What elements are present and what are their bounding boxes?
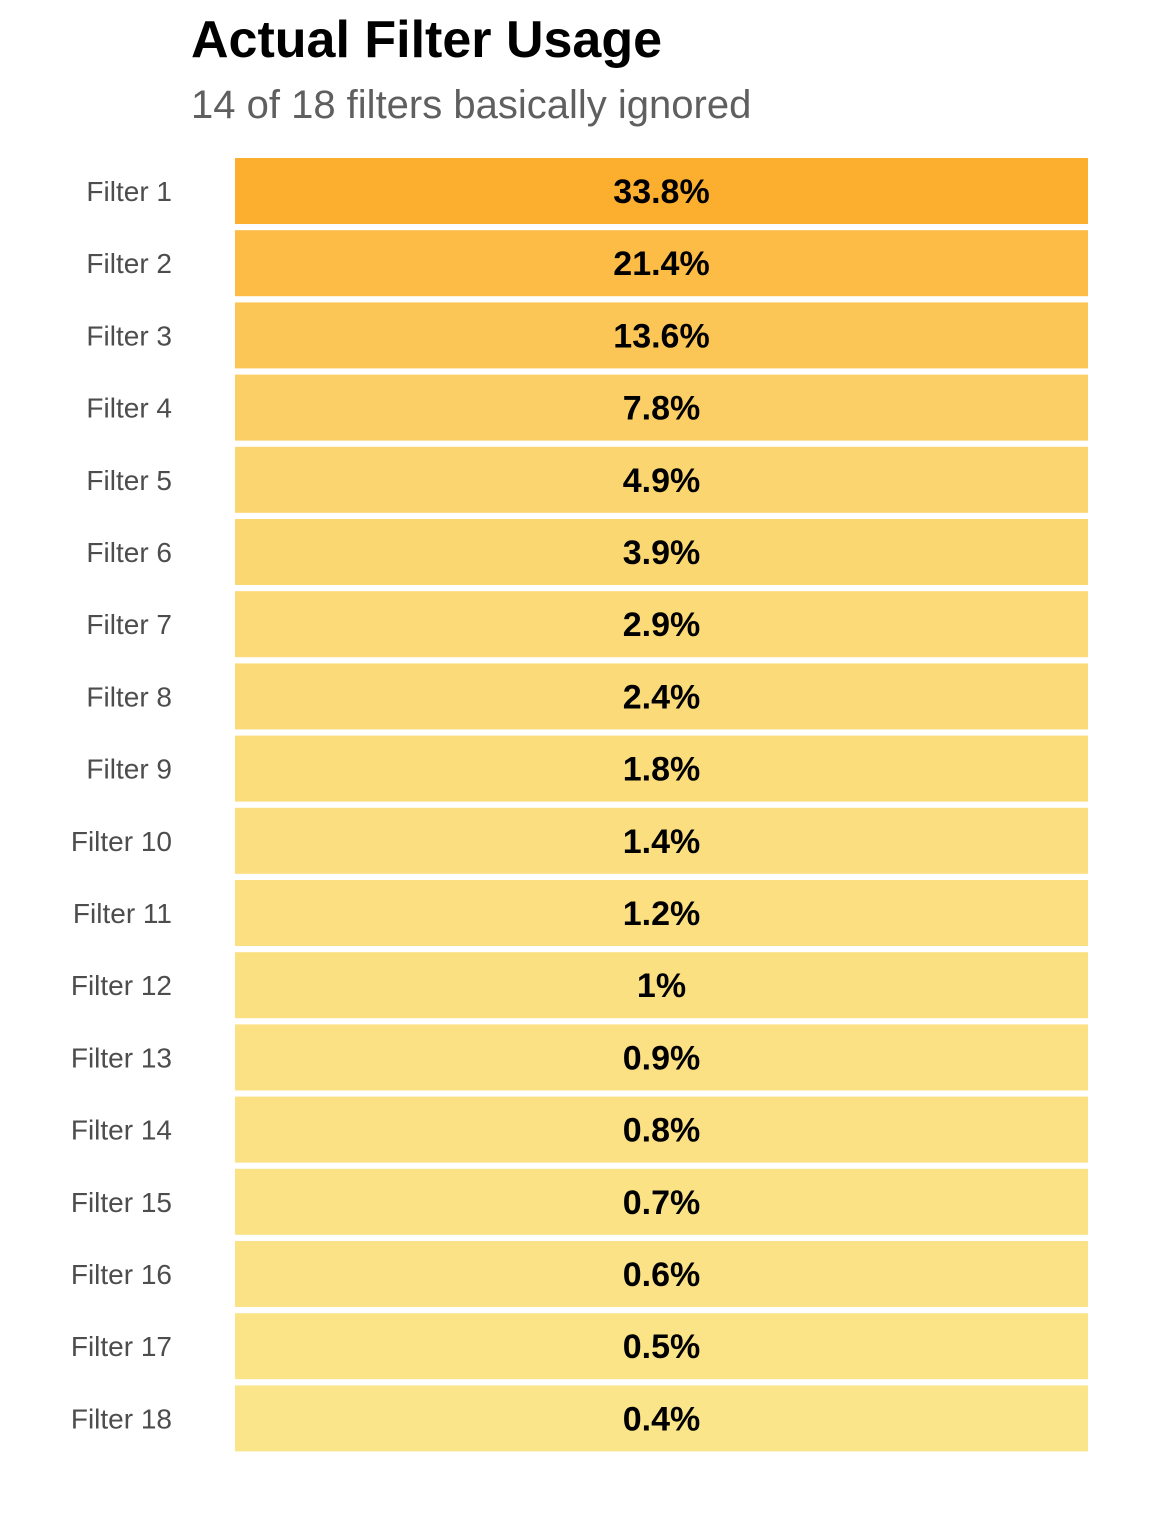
row-label: Filter 9 [86,754,172,785]
row-label: Filter 12 [71,970,172,1001]
chart-subtitle: 14 of 18 filters basically ignored [191,83,752,127]
cell-value-label: 7.8% [623,390,701,428]
cell-value-label: 2.4% [623,678,701,716]
cell-value-label: 0.5% [623,1328,701,1366]
cell-value-label: 1.8% [623,751,701,789]
cell-value-label: 0.8% [623,1112,701,1150]
row-label: Filter 8 [86,681,172,712]
heatmap-cell [235,880,1088,946]
heatmap-cell [235,1024,1088,1091]
cell-value-label: 3.9% [623,534,701,572]
heatmap-cell [235,735,1088,802]
cell-value-label: 2.9% [623,606,701,644]
row-label: Filter 4 [86,393,172,424]
heatmap-cell [235,158,1088,224]
cell-value-label: 0.4% [623,1400,701,1438]
heatmap-cell [235,1313,1088,1380]
row-label: Filter 6 [86,537,172,568]
heatmap-cell [235,807,1088,874]
chart-title: Actual Filter Usage [191,11,663,69]
cell-value-label: 0.6% [623,1256,701,1294]
row-label: Filter 17 [71,1331,172,1362]
heatmap-cell [235,591,1088,658]
heatmap-cell [235,1096,1088,1163]
cell-value-label: 21.4% [613,245,709,283]
row-label: Filter 11 [73,898,172,929]
heatmap-cell [235,1385,1088,1452]
row-label: Filter 1 [86,176,172,207]
heatmap-cell [235,1241,1088,1307]
cell-value-label: 1% [637,967,686,1005]
heatmap-cell [235,663,1088,730]
heatmap-cell [235,374,1088,441]
row-label: Filter 13 [71,1042,172,1073]
row-label: Filter 16 [71,1259,172,1290]
cell-value-label: 1.2% [623,895,701,933]
row-label: Filter 3 [86,320,172,351]
heatmap-cell [235,230,1088,297]
cell-value-label: 13.6% [613,317,709,355]
row-label: Filter 2 [86,248,172,279]
heatmap-cell [235,1168,1088,1235]
cell-value-label: 33.8% [613,173,709,211]
heatmap-cell [235,519,1088,585]
cell-value-label: 0.9% [623,1039,701,1077]
cell-value-label: 0.7% [623,1184,701,1222]
row-label: Filter 7 [86,609,172,640]
heatmap-cell [235,952,1088,1019]
cell-value-label: 4.9% [623,462,701,500]
row-label: Filter 18 [71,1403,172,1434]
row-label: Filter 5 [86,465,172,496]
row-label: Filter 15 [71,1187,172,1218]
row-label: Filter 14 [71,1115,172,1146]
row-label: Filter 10 [71,826,172,857]
heatmap-cell [235,446,1088,513]
heatmap-cell [235,302,1088,369]
cell-value-label: 1.4% [623,823,701,861]
